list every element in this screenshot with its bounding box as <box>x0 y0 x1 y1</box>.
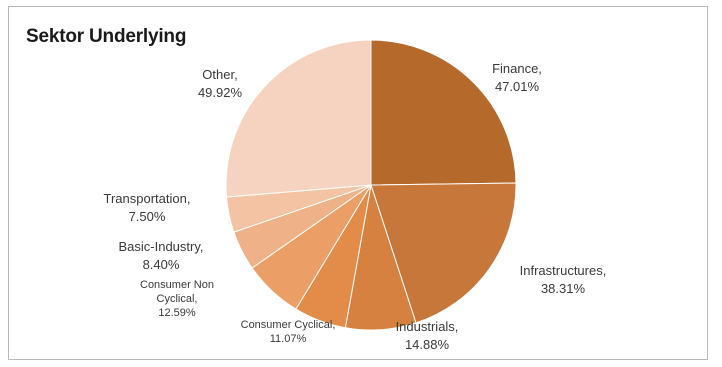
label-finance: Finance, 47.01% <box>492 61 542 94</box>
pie-slice-finance <box>370 39 517 186</box>
label-industrials: Industrials, 14.88% <box>395 319 459 352</box>
label-basic-industry: Basic-Industry, 8.40% <box>118 239 204 272</box>
label-infrastructures: Infrastructures, 38.31% <box>519 263 607 296</box>
label-transportation: Transportation, 7.50% <box>103 191 191 224</box>
chart-title: Sektor Underlying <box>26 26 187 47</box>
label-other: Other, 49.92% <box>197 67 243 100</box>
label-consumer-cyclical: Consumer Cyclical, 11.07% <box>240 319 336 345</box>
label-consumer-non-cyclical: Consumer Non Cyclical, 12.59% <box>140 279 214 319</box>
pie-slice-other <box>225 39 372 198</box>
pie-slice-infrastructures <box>370 182 517 324</box>
